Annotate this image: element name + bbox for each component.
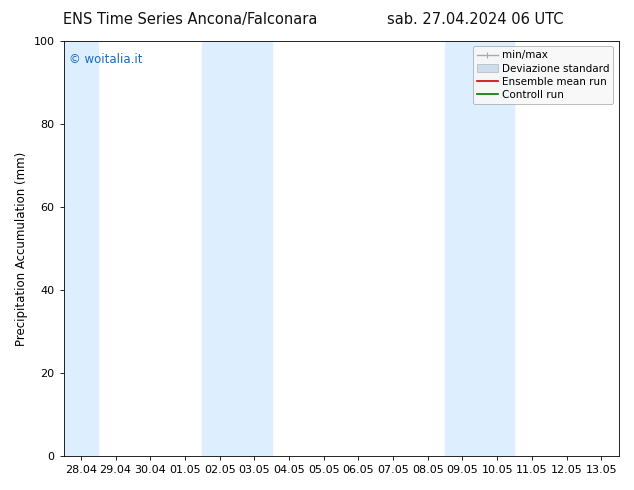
Text: sab. 27.04.2024 06 UTC: sab. 27.04.2024 06 UTC xyxy=(387,12,564,27)
Bar xyxy=(445,41,514,456)
Legend: min/max, Deviazione standard, Ensemble mean run, Controll run: min/max, Deviazione standard, Ensemble m… xyxy=(472,46,613,104)
Text: © woitalia.it: © woitalia.it xyxy=(69,53,143,67)
Bar xyxy=(63,41,98,456)
Bar xyxy=(202,41,272,456)
Y-axis label: Precipitation Accumulation (mm): Precipitation Accumulation (mm) xyxy=(15,151,28,345)
Text: ENS Time Series Ancona/Falconara: ENS Time Series Ancona/Falconara xyxy=(63,12,318,27)
